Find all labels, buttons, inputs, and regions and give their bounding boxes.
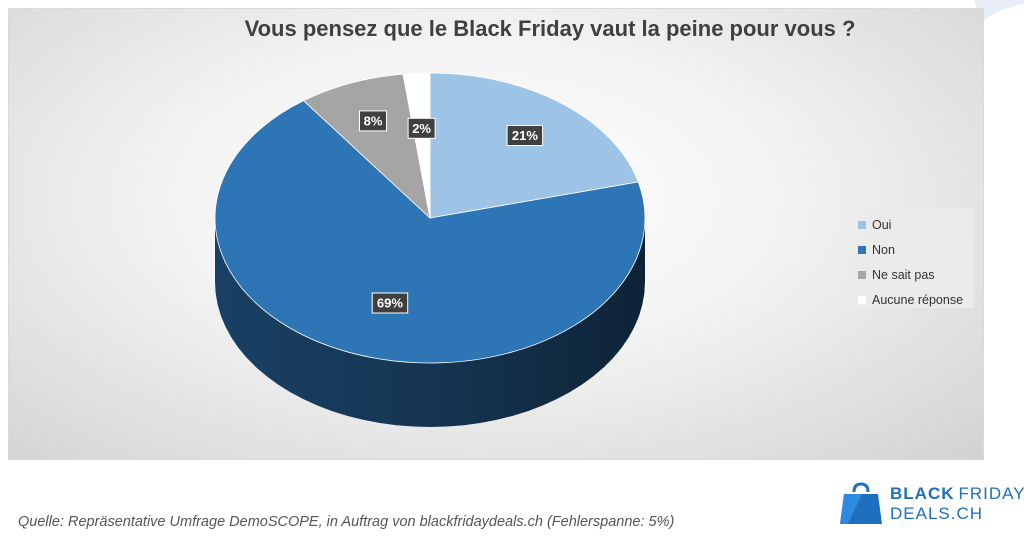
pie-slice-aucune-r-ponse [402,72,431,219]
chart-legend: Oui Non Ne sait pas Aucune réponse [850,208,974,308]
legend-swatch [858,295,866,304]
legend-label: Aucune réponse [872,292,964,307]
data-label-oui: 21% [506,125,544,146]
corner-accent-shape [974,0,1024,22]
pie-slice-non [214,100,646,364]
data-label-aucune-r-ponse: 2% [407,117,436,139]
legend-label: Oui [872,217,892,232]
pie-side-non [215,218,645,427]
pie-slice-ne-sait-pas [302,73,431,220]
legend-label: Ne sait pas [872,267,935,282]
data-label-non: 69% [371,292,409,314]
svg-text:8%: 8% [364,113,383,128]
logo-line-1: BLACK FRIDAY [890,484,1024,504]
source-caption: Quelle: Repräsentative Umfrage DemoSCOPE… [18,514,675,530]
svg-text:2%: 2% [412,121,431,136]
legend-swatch [858,270,866,279]
chart-title: Vous pensez que le Black Friday vaut la … [244,16,856,41]
legend-swatch [858,245,866,254]
logo-line-2: DEALS.CH [890,504,984,523]
legend-item: Oui [858,212,974,237]
svg-text:69%: 69% [377,296,403,311]
legend-item: Non [858,237,974,262]
legend-label: Non [872,242,895,257]
svg-text:21%: 21% [512,128,538,143]
shopping-bag-icon [840,482,882,524]
blackfridaydeals-logo[interactable]: BLACK FRIDAY DEALS.CH [838,480,1024,528]
legend-item: Aucune réponse [858,287,974,312]
legend-item: Ne sait pas [858,262,974,287]
legend-swatch [858,220,866,229]
logo-word-black: BLACK [890,484,955,503]
data-label-ne-sait-pas: 8% [359,110,387,132]
logo-word-friday: FRIDAY [958,484,1024,503]
